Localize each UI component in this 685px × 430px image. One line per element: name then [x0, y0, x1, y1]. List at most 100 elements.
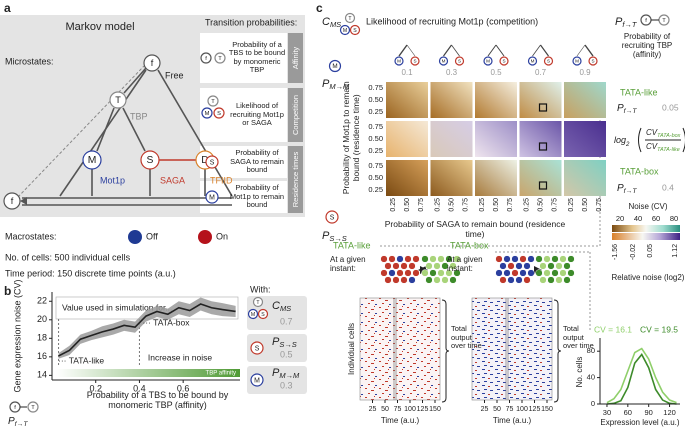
symbol-sub: f→T [622, 20, 637, 29]
label: TATA-box [620, 166, 659, 176]
heatmap-tile [475, 121, 517, 157]
cell-dot [559, 269, 567, 277]
x-tick-label: 0.25 [523, 198, 530, 212]
symbol-sub: MS [330, 20, 341, 29]
cell-dot [547, 276, 555, 284]
colorbar-tick: 40 [634, 214, 642, 223]
symbol: CVTATA-like [646, 142, 680, 153]
cell-dot [392, 276, 400, 284]
text: At a given instant: [447, 255, 483, 274]
colorbar-tick: 1.12 [672, 244, 679, 258]
row-tabs [288, 33, 303, 213]
node-letter: M [332, 63, 337, 70]
cell-dot [449, 262, 457, 270]
x-axis-label: Expression level (a.u.) [600, 418, 679, 427]
cell-dot [445, 269, 453, 277]
node [483, 56, 493, 66]
cell-dot [408, 276, 416, 284]
node [454, 56, 465, 66]
cell-dot [453, 269, 461, 277]
cell-dot [539, 276, 547, 284]
symbol-sub: S→S [279, 340, 296, 349]
label: TBP [130, 111, 148, 121]
cell-dot [433, 276, 441, 284]
cell-dot [404, 255, 412, 263]
symbol-sub: TATA-box [657, 133, 681, 139]
raster-tata-like [359, 297, 441, 401]
transition-lines [22, 67, 233, 206]
symbol-main: P [617, 103, 624, 114]
node-letter: S [591, 59, 594, 64]
symbol: PS→S [272, 336, 297, 349]
label: Free [165, 70, 184, 80]
x-tick-label: 150 [429, 406, 441, 413]
node-letter: M [575, 59, 579, 64]
node [205, 190, 219, 204]
text: At a given instant: [330, 255, 366, 274]
node [349, 24, 361, 36]
node-letter: M [531, 59, 535, 64]
y-axis-label: Gene expression noise (CV) [12, 279, 22, 392]
x-tick-label: 60 [624, 408, 632, 417]
cell-dot [408, 262, 416, 270]
node-letter: f [645, 18, 647, 24]
annotation: CV = 16.1 [594, 324, 632, 334]
cell-dot [388, 255, 396, 263]
symbol: CMS [272, 300, 291, 313]
cell-dot [404, 269, 412, 277]
heatmap-tile [519, 160, 562, 196]
symbol-sub: f→T [624, 108, 638, 115]
x-tick-label: 30 [603, 408, 611, 417]
text: Total output over time [563, 324, 594, 351]
y-tick-label: 0.50 [368, 173, 383, 182]
tree-branch [406, 44, 416, 57]
text: Total output over time [451, 324, 482, 351]
dashed-transition [17, 65, 145, 198]
text: Probability of recruiting TBP (affinity) [621, 32, 673, 60]
tree-branch [451, 44, 460, 57]
node-letter: S [217, 111, 221, 117]
symbol-main: P [322, 78, 330, 90]
selected-cell [538, 103, 548, 112]
x-tick-label: 50 [493, 406, 501, 413]
column-value: 0.9 [579, 68, 591, 77]
selected-cell [538, 142, 548, 151]
x-tick-label: 125 [529, 406, 541, 413]
panel-label: a [4, 1, 11, 15]
symbol-sub: MS [280, 304, 291, 313]
cell-dot [400, 262, 408, 270]
node-letter: S [210, 159, 215, 166]
x-tick-label: 25 [481, 406, 489, 413]
node [3, 192, 21, 210]
confidence-band [58, 297, 236, 359]
node-letter: T [211, 99, 215, 105]
affinity-value: 0.4 [662, 182, 674, 192]
cell-dot [511, 269, 519, 277]
cell-dot [555, 262, 563, 270]
x-tick-label: 0.50 [537, 198, 544, 212]
heatmap-tile [519, 82, 562, 118]
y-tick-label: 0.25 [368, 185, 383, 194]
node [140, 150, 160, 170]
cell-dot [539, 262, 547, 270]
x-tick-label: 0.75 [551, 198, 558, 212]
cell-dot [388, 269, 396, 277]
x-tick-label: 0.25 [568, 198, 575, 212]
symbol: Pf→T [617, 103, 637, 115]
x-tick-label: 0.6 [177, 383, 190, 393]
x-tick-label: 0.50 [448, 198, 455, 212]
symbol: Pf→T [615, 16, 637, 29]
y-tick-label: 0.75 [368, 122, 383, 131]
heatmap-tile [430, 160, 473, 196]
label: Individual cells [347, 323, 356, 375]
param-value: 0.5 [280, 349, 293, 359]
data-line [606, 353, 677, 405]
x-tick-label: 50 [381, 406, 389, 413]
node [82, 150, 102, 170]
y-tick-label: 14 [37, 370, 47, 380]
node-letter: S [547, 59, 550, 64]
node-letter: f [11, 196, 14, 206]
x-tick-label: 0.25 [390, 198, 397, 212]
node-letter: S [502, 59, 505, 64]
cell-dot [511, 255, 519, 263]
